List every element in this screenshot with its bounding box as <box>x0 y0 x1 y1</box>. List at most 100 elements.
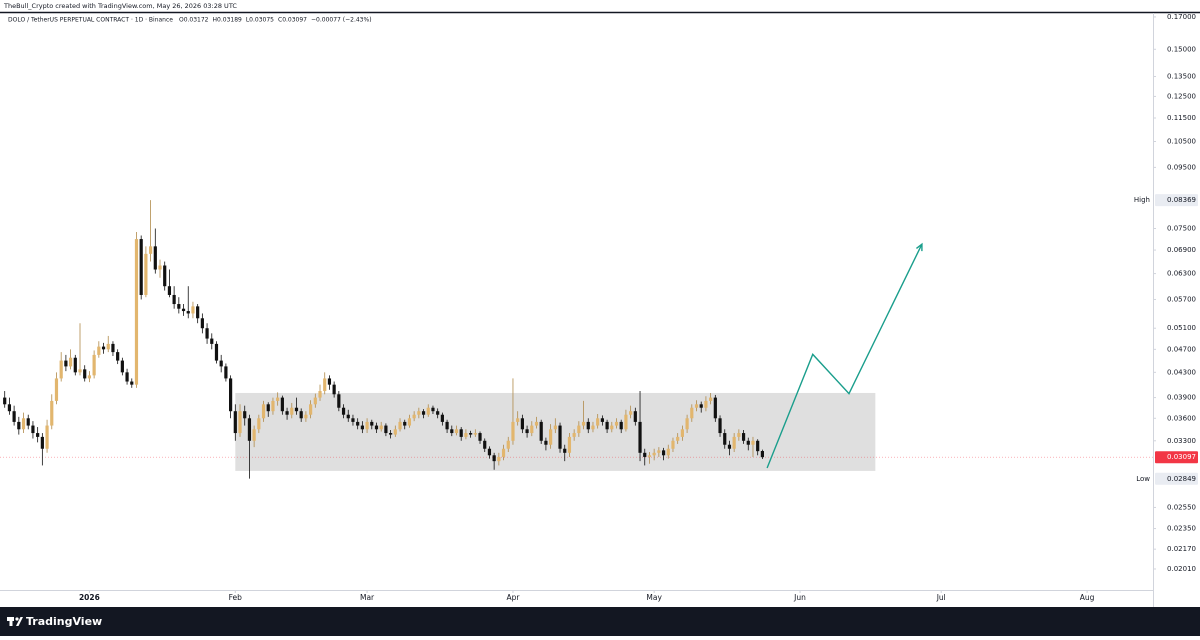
candle-body <box>228 378 233 412</box>
x-tick-label: 2026 <box>79 593 100 602</box>
candle-body <box>186 311 190 314</box>
candle-body <box>341 407 346 415</box>
candle-body <box>64 360 68 367</box>
candle-body <box>196 306 200 319</box>
candle-body <box>666 448 670 456</box>
candle-body <box>50 400 54 426</box>
attribution: TheBull_Crypto created with TradingView.… <box>3 2 237 10</box>
candle-body <box>257 418 261 430</box>
candle-body <box>591 425 595 430</box>
candle-body <box>101 346 106 350</box>
candle-body <box>191 306 195 314</box>
candle-body <box>643 452 647 457</box>
y-tick-label: 0.03900 <box>1167 394 1196 402</box>
candle-body <box>346 414 350 419</box>
candle-body <box>530 425 534 434</box>
y-tick-label: 0.15000 <box>1167 45 1196 53</box>
candle-body <box>421 411 426 415</box>
candle-body <box>501 448 506 457</box>
legend-value: −0.00077 (−2.43%) <box>311 17 372 24</box>
candle-body <box>106 343 110 350</box>
candle-body <box>520 418 524 430</box>
candle-body <box>7 404 12 412</box>
candle-body <box>111 343 115 353</box>
y-tick-label: 0.03600 <box>1167 414 1196 422</box>
candle-body <box>469 433 473 435</box>
candle-body <box>163 265 167 287</box>
candle-body <box>271 400 275 412</box>
candle-body <box>412 414 416 419</box>
candle-body <box>525 429 529 434</box>
candle-body <box>120 360 124 373</box>
candle-body <box>181 308 186 312</box>
candle-body <box>139 239 143 295</box>
candle-body <box>219 360 223 367</box>
candle-body <box>544 440 548 445</box>
candle-body <box>318 391 322 398</box>
candle-body <box>685 418 689 430</box>
candle-body <box>671 440 675 449</box>
candle-body <box>680 429 684 437</box>
y-tick-label: 0.02350 <box>1167 525 1196 533</box>
candle-body <box>459 429 463 437</box>
x-tick-label: Jul <box>936 593 946 602</box>
y-tick-label: 0.04300 <box>1167 368 1196 376</box>
candle-body <box>158 265 162 270</box>
candle-body <box>605 421 609 430</box>
y-tick-label: 0.04700 <box>1167 345 1196 353</box>
candle-body <box>704 400 708 408</box>
x-tick-label: Aug <box>1080 593 1095 602</box>
candle-body <box>450 429 454 434</box>
candle-body <box>172 294 176 305</box>
y-tick-label: 0.13500 <box>1167 73 1196 81</box>
candle-body <box>534 421 539 426</box>
candle-body <box>492 455 496 462</box>
candle-body <box>407 418 412 426</box>
candle-body <box>723 433 727 445</box>
candle-body <box>40 436 44 449</box>
candle-body <box>539 421 543 441</box>
candle-body <box>238 411 242 434</box>
candle-body <box>116 352 120 361</box>
candle-body <box>261 404 266 419</box>
candle-body <box>92 354 96 376</box>
candle-body <box>633 411 637 422</box>
legend: DOLO / TetherUS PERPETUAL CONTRACT · 1D … <box>8 17 372 24</box>
candle-body <box>581 421 586 426</box>
candle-body <box>577 425 581 434</box>
y-tick-label: 0.11500 <box>1167 114 1196 122</box>
candle-body <box>746 440 750 445</box>
x-tick-label: Jun <box>793 593 806 602</box>
candle-body <box>760 451 764 458</box>
candle-body <box>426 407 430 415</box>
candle-body <box>563 448 567 453</box>
candle-body <box>600 418 604 422</box>
y-tick-label: 0.02550 <box>1167 503 1196 511</box>
candle-body <box>332 384 336 395</box>
projection-path <box>766 243 923 469</box>
candle-body <box>83 369 87 379</box>
candle-body <box>614 421 619 426</box>
candle-body <box>440 414 444 422</box>
candle-body <box>78 369 82 373</box>
candle-body <box>709 397 713 401</box>
candle-body <box>214 343 219 361</box>
candle-body <box>690 407 694 419</box>
candle-body <box>148 246 153 254</box>
y-tick-label: 0.17000 <box>1167 13 1196 21</box>
candle-body <box>506 440 510 449</box>
y-tick-label: 0.07500 <box>1167 225 1196 233</box>
candle-body <box>454 429 459 434</box>
candle-body <box>356 421 360 426</box>
candle-body <box>713 397 717 419</box>
legend-value: C0.03097 <box>278 17 307 24</box>
candle-body <box>487 448 492 456</box>
y-tick-label: 0.06300 <box>1167 270 1196 278</box>
candle-body <box>718 418 722 434</box>
candle-body <box>205 328 209 339</box>
candle-body <box>445 421 449 430</box>
candle-body <box>638 421 642 453</box>
